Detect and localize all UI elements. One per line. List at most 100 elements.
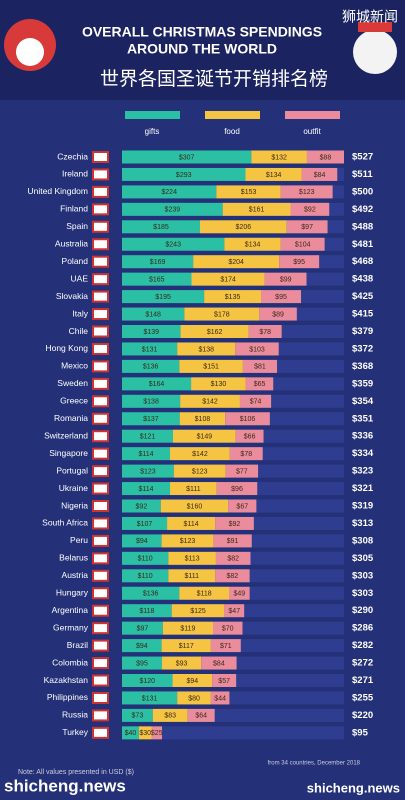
value-label: $25 [151,730,163,737]
bar-segment [172,429,236,443]
bar-segment [152,708,188,722]
country-label: Spain [66,221,88,231]
value-label: $99 [280,276,292,283]
total-label: $354 [352,396,374,407]
country-label: Hungary [56,588,89,598]
country-label: Portugal [56,465,88,475]
total-label: $305 [352,553,374,564]
value-label: $95 [136,660,148,667]
bar-segment [228,586,250,600]
value-label: $110 [138,556,153,563]
bar-segment [235,342,279,356]
bar-segment [122,674,173,687]
value-label: $94 [136,643,148,650]
value-label: $138 [143,399,159,406]
bar-segment [122,237,225,251]
country-label: Greece [60,396,88,406]
bar-segment [122,604,172,618]
bar-segment [122,586,180,600]
flag [92,622,109,635]
legend-swatch [125,111,180,119]
value-label: $106 [240,416,256,423]
bar-segment [228,499,257,513]
total-label: $272 [352,658,373,669]
flag [92,482,109,495]
bar-segment [161,639,211,653]
value-label: $134 [245,242,261,249]
country-label: Germany [53,622,89,632]
value-label: $307 [179,154,195,161]
total-label: $511 [352,169,373,180]
value-label: $162 [207,329,223,336]
value-label: $160 [187,503,203,510]
flag [92,308,109,321]
bar-segment [122,167,246,181]
bar-segment [122,185,217,199]
total-label: $468 [352,256,373,267]
value-label: $195 [155,294,171,301]
value-label: $96 [231,486,243,493]
flag [92,517,109,530]
bar-segment [199,220,287,234]
value-label: $117 [179,643,194,650]
country-label: United Kingdom [28,186,88,196]
country-label: Nigeria [61,500,88,510]
bar-segment [193,255,280,269]
bar-segment [122,656,163,670]
value-label: $149 [197,434,213,441]
value-label: $93 [176,660,188,667]
bar-segment [212,674,237,687]
value-label: $111 [184,573,199,580]
total-label: $359 [352,378,373,389]
total-label: $425 [352,291,374,302]
bar-segment [161,534,214,548]
value-label: $82 [227,556,239,563]
bar-segment [280,185,333,199]
value-label: $114 [184,521,199,528]
value-label: $123 [192,468,208,475]
flag [92,709,109,722]
value-label: $204 [228,259,244,266]
country-label: Australia [55,239,88,249]
bar-segment [180,394,240,408]
value-label: $119 [180,625,195,632]
value-label: $111 [186,486,201,493]
value-label: $139 [143,329,159,336]
flag [92,604,109,617]
flag [92,395,109,408]
value-label: $97 [301,224,313,231]
country-label: Poland [62,256,89,266]
bar-segment [286,220,328,234]
subtitle: 世界各国圣诞节开销排名榜 [100,68,328,90]
bar-segment [215,551,251,565]
bar-segment [212,621,243,635]
bar-segment [170,447,230,461]
total-label: $319 [352,501,373,512]
flag [92,639,109,652]
bar-segment [173,464,226,478]
bar-segment [216,482,258,496]
flag [92,273,109,286]
bar-segment [204,290,262,304]
source: from 34 countries, December 2018 [268,761,361,767]
country-label: Peru [70,535,88,545]
total-label: $336 [352,431,373,442]
bar-segment [251,150,307,164]
bar-segment [122,482,171,496]
value-label: $206 [236,224,252,231]
bar-segment [122,272,192,286]
bar-segment [179,359,243,373]
bar-segment [122,202,223,216]
value-label: $47 [228,608,240,615]
country-label: Italy [72,308,88,318]
value-label: $161 [249,207,265,214]
flag [92,290,109,303]
title-line: OVERALL CHRISTMAS SPENDINGS [82,24,322,40]
total-label: $379 [352,326,373,337]
value-label: $107 [137,521,153,528]
watermark: 狮城新闻 [342,9,398,25]
total-label: $313 [352,518,373,529]
value-label: $123 [180,538,196,545]
total-label: $303 [352,588,373,599]
value-label: $174 [220,276,236,283]
